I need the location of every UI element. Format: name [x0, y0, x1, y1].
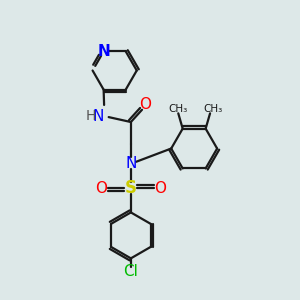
- Text: N: N: [97, 44, 110, 59]
- Text: O: O: [95, 181, 107, 196]
- Text: N: N: [125, 156, 136, 171]
- Text: CH₃: CH₃: [203, 104, 223, 114]
- Text: O: O: [154, 181, 166, 196]
- Text: Cl: Cl: [123, 264, 138, 279]
- Text: CH₃: CH₃: [169, 104, 188, 114]
- Text: N: N: [93, 109, 104, 124]
- Text: O: O: [140, 97, 152, 112]
- Text: S: S: [125, 179, 137, 197]
- Text: H: H: [85, 109, 96, 123]
